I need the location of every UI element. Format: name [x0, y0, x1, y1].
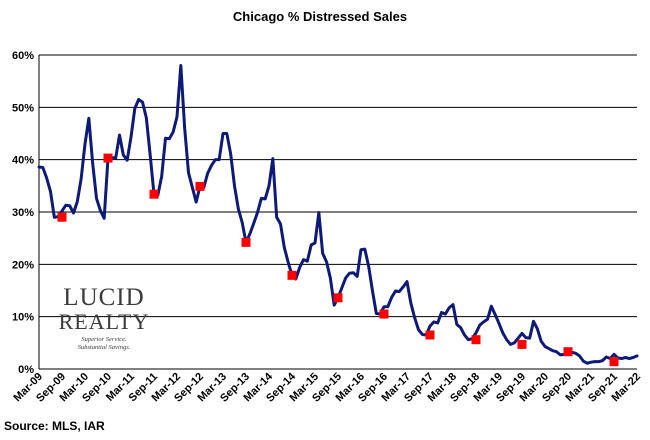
y-tick-label: 30% — [12, 207, 34, 219]
y-tick-label: 50% — [12, 102, 34, 114]
september-marker — [195, 181, 205, 191]
september-marker — [333, 293, 343, 303]
grid-lines — [39, 54, 637, 370]
september-marker — [287, 270, 297, 280]
y-axis-ticks: 0% 10% 20% 30% 40% 50% 60% — [12, 50, 34, 376]
x-axis-tick-labels: Mar-09Sep-09Mar-10Sep-10Mar-11Sep-11Mar-… — [12, 370, 644, 405]
september-marker — [57, 212, 67, 222]
y-tick-label: 0% — [18, 364, 34, 376]
y-tick-label: 60% — [12, 50, 34, 62]
logo-line-2: REALTY — [58, 309, 150, 334]
logo-tagline-1: Superior Service. — [81, 336, 127, 343]
logo-tagline-2: Substantial Savings. — [77, 344, 131, 351]
september-marker — [471, 335, 481, 345]
september-marker — [103, 153, 113, 163]
y-tick-label: 20% — [12, 259, 34, 271]
chart-title: Chicago % Distressed Sales — [233, 9, 407, 24]
lucid-realty-logo: LUCID REALTY Superior Service. Substanti… — [54, 285, 154, 352]
september-marker — [379, 309, 389, 319]
september-marker — [517, 339, 527, 349]
y-tick-label: 40% — [12, 155, 34, 167]
september-marker — [609, 357, 619, 367]
september-marker — [241, 237, 251, 247]
september-marker — [425, 330, 435, 340]
y-tick-label: 10% — [12, 312, 34, 324]
september-marker — [149, 189, 159, 199]
september-markers — [57, 153, 619, 367]
logo-line-1: LUCID — [63, 284, 145, 311]
source-note: Source: MLS, IAR — [4, 419, 105, 433]
x-axis — [38, 55, 637, 370]
logo-tagline: Superior Service. Substantial Savings. — [54, 336, 154, 352]
september-marker — [563, 347, 573, 357]
